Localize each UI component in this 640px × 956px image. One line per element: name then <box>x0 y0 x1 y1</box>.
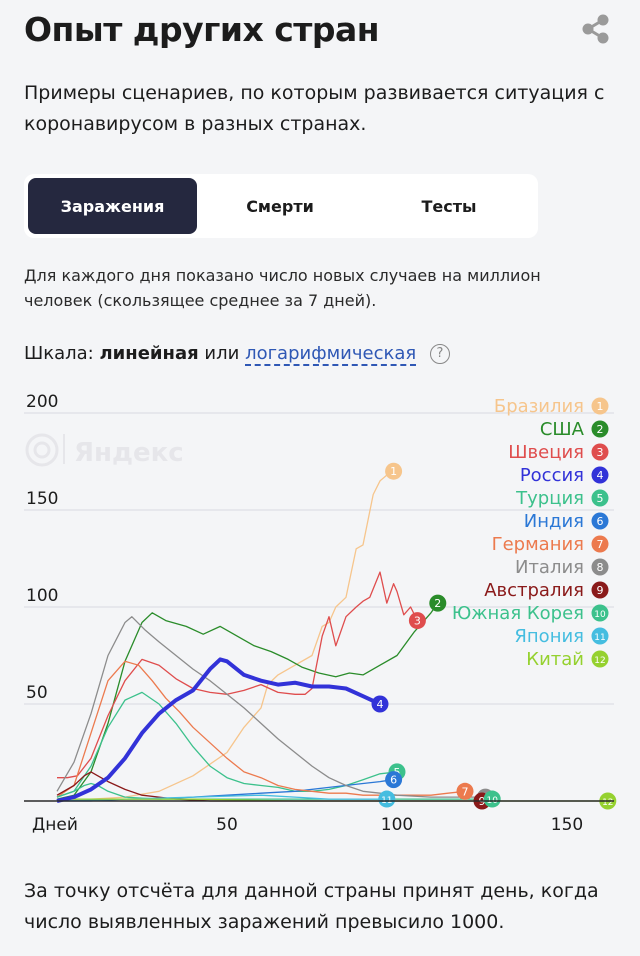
series-line-8 <box>56 616 486 798</box>
series-end-marker <box>385 771 403 789</box>
scale-or: или <box>204 343 240 364</box>
tab-deaths[interactable]: Смерти <box>246 196 314 216</box>
legend-item-marker <box>591 535 609 553</box>
legend-item-number: 3 <box>597 446 604 459</box>
scale-linear-option[interactable]: линейная <box>99 343 199 364</box>
series-end-marker <box>385 462 403 480</box>
y-tick-label: 100 <box>26 586 58 606</box>
legend-item-marker <box>591 604 609 622</box>
x-tick-label: 150 <box>551 815 583 835</box>
footnote: За точку отсчёта для данной страны приня… <box>24 880 599 933</box>
series-line-4 <box>56 657 381 803</box>
series-line-3 <box>57 571 418 779</box>
share-icon[interactable] <box>580 12 612 46</box>
legend-item-label: Турция <box>515 488 584 509</box>
series-end-marker <box>483 790 501 808</box>
legend-item-label: Россия <box>520 465 584 486</box>
lead-text: Примеры сценариев, по которым развиваетс… <box>24 82 605 135</box>
legend-item-label: Южная Корея <box>452 603 584 624</box>
legend-item-label: США <box>540 419 585 440</box>
x-tick-label: 100 <box>381 815 413 835</box>
legend-item-number: 9 <box>597 584 604 597</box>
series-end-number: 6 <box>390 774 397 787</box>
legend-item-label: Германия <box>492 534 584 555</box>
x-axis-label: Дней <box>32 815 78 835</box>
series-end-number: 2 <box>434 597 441 610</box>
tab-tests[interactable]: Тесты <box>421 196 477 216</box>
page-title: Опыт других стран <box>24 10 380 49</box>
legend-item-marker <box>591 512 609 530</box>
scale-switch: Шкала: линейная или логарифмическая ? <box>24 340 450 368</box>
legend-item-marker <box>591 558 609 576</box>
legend-item-marker <box>591 443 609 461</box>
tab-infections[interactable]: Заражения <box>28 178 197 234</box>
legend-item-number: 10 <box>594 610 606 620</box>
legend-item-label: Индия <box>524 511 584 532</box>
watermark: Яндекс <box>25 433 184 468</box>
chart-legend: Бразилия 1 США 2 Швеция 3 Россия 4 Турция 5 Индия 6… <box>452 396 609 670</box>
scale-prefix: Шкала: <box>24 343 94 364</box>
legend-item-number: 4 <box>597 469 604 482</box>
legend-item-number: 2 <box>597 423 604 436</box>
legend-item-label: Китай <box>526 649 584 670</box>
series-end-marker <box>429 594 447 612</box>
x-tick-label: 50 <box>216 815 238 835</box>
watermark-text: Яндекс <box>74 438 184 468</box>
series-line-1 <box>57 470 394 800</box>
series-end-number: 1 <box>390 465 397 478</box>
scale-log-option[interactable]: логарифмическая <box>245 343 417 366</box>
legend-item-marker <box>591 420 609 438</box>
series-end-marker <box>456 782 474 800</box>
legend-item-marker <box>591 489 609 507</box>
series-line-7 <box>56 660 466 798</box>
metric-tabs: Заражения Смерти Тесты <box>24 174 538 238</box>
series-line-5 <box>56 691 398 798</box>
legend-item-label: Австралия <box>484 580 584 601</box>
legend-item-marker <box>591 581 609 599</box>
legend-item-marker <box>591 627 609 645</box>
legend-item-number: 6 <box>597 515 604 528</box>
legend-item-marker <box>591 466 609 484</box>
legend-item-number: 8 <box>597 561 604 574</box>
legend-item-label: Швеция <box>508 442 584 463</box>
legend-item-label: Япония <box>514 626 584 647</box>
series-end-marker <box>378 790 396 808</box>
legend-item-label: Бразилия <box>494 396 584 417</box>
y-tick-label: 150 <box>26 489 58 509</box>
legend-item-marker <box>591 397 609 415</box>
y-tick-label: 50 <box>26 683 48 703</box>
chart-description: Для каждого дня показано число новых слу… <box>24 266 541 310</box>
chart-axes: 50 100 150 200 Дней 50 100 150 <box>24 392 614 835</box>
legend-item-number: 12 <box>594 656 605 666</box>
cases-line-chart: Яндекс 123456789101112 Бразилия1США2Швец… <box>24 392 617 835</box>
series-end-number: 12 <box>602 798 613 808</box>
series-end-marker <box>371 695 389 713</box>
help-icon[interactable]: ? <box>429 344 450 364</box>
legend-item-marker <box>591 650 609 668</box>
series-end-number: 7 <box>462 785 469 798</box>
legend-item-label: Италия <box>515 557 584 578</box>
y-tick-label: 200 <box>26 392 58 412</box>
legend-item-number: 1 <box>597 400 604 413</box>
legend-item-number: 5 <box>597 492 604 505</box>
legend-item-number: 11 <box>594 633 605 643</box>
series-end-number: 3 <box>414 615 421 628</box>
series-end-marker <box>408 612 426 630</box>
series-end-number: 4 <box>377 698 384 711</box>
legend-item-number: 7 <box>597 538 604 551</box>
